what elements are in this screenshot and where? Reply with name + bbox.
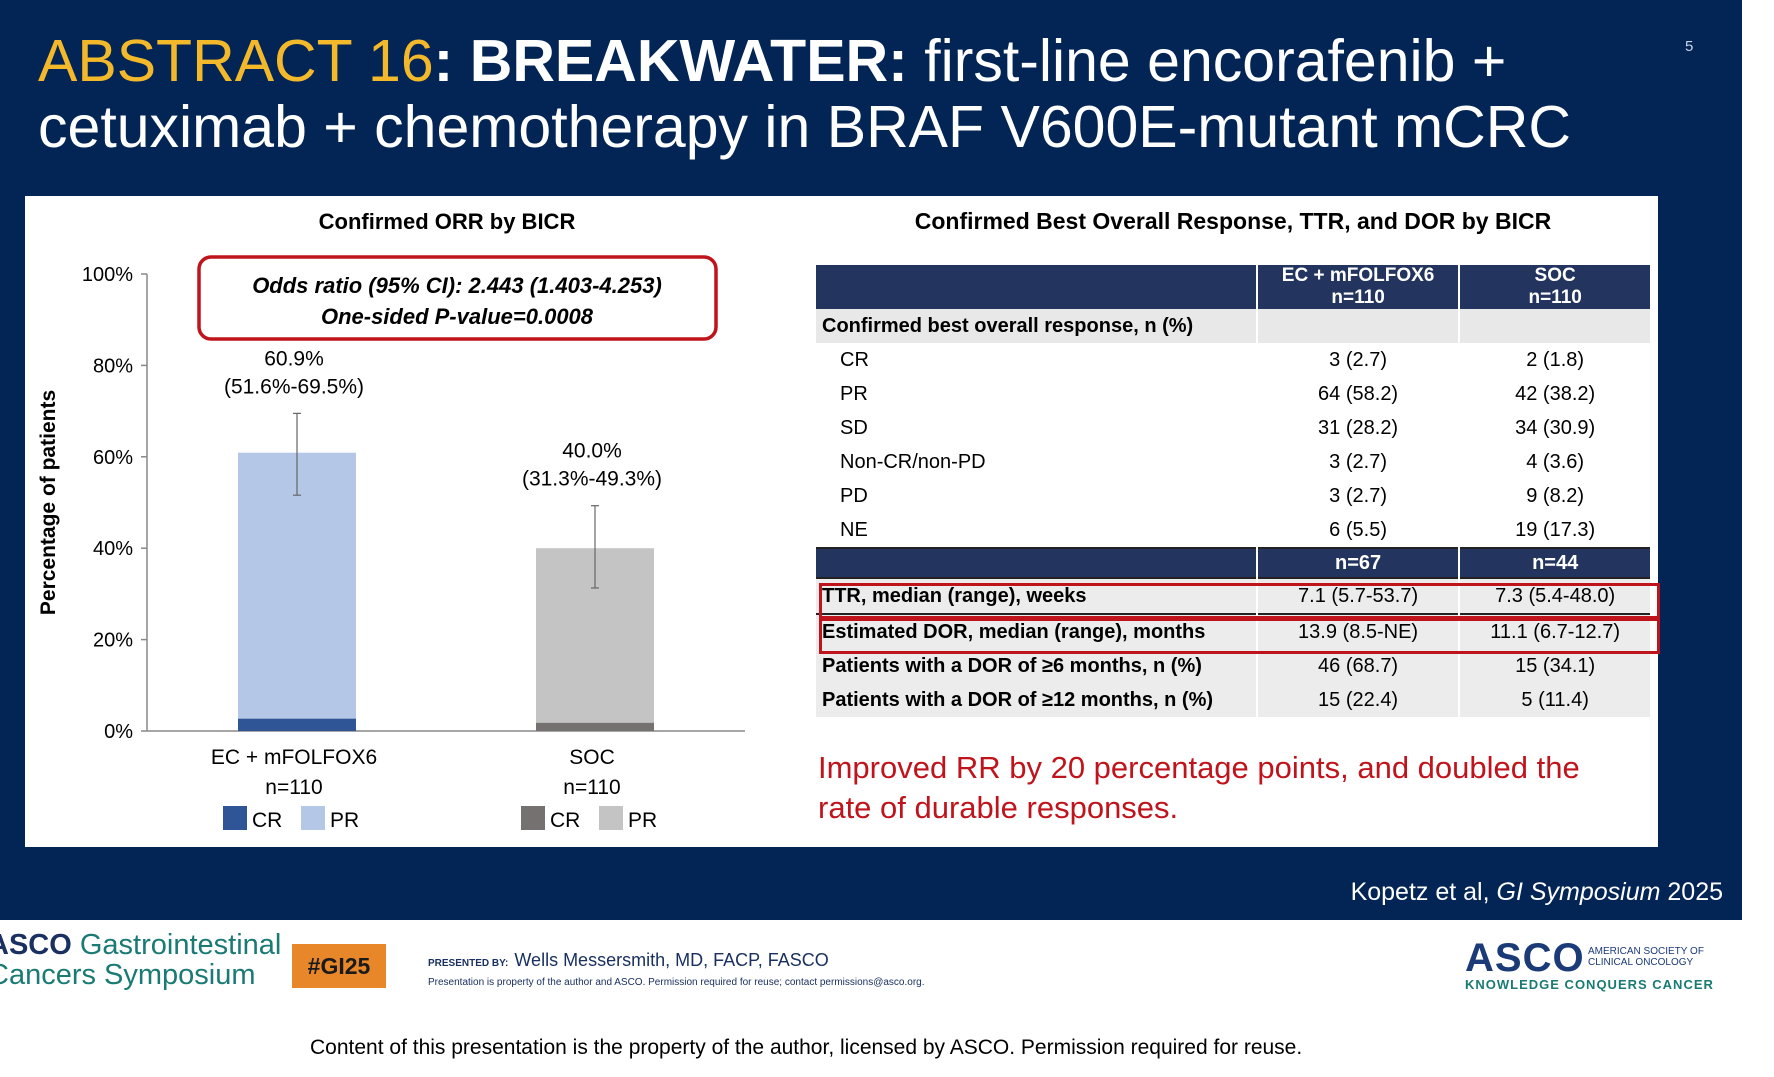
legend-cr-label: CR [550, 809, 580, 832]
odds-ratio-box [197, 255, 718, 341]
table-row: Non-CR/non-PD 3 (2.7) 4 (3.6) [816, 445, 1650, 479]
table-row-label: CR [840, 348, 869, 371]
table-row-b: 9 (8.2) [1458, 479, 1650, 513]
table-row: PD 3 (2.7) 9 (8.2) [816, 479, 1650, 513]
y-tick-label: 100% [82, 264, 133, 286]
y-tick-label: 60% [93, 447, 133, 469]
table-row-b: 2 (1.8) [1458, 343, 1650, 377]
table-row: CR 3 (2.7) 2 (1.8) [816, 343, 1650, 377]
x-category-label: SOC [569, 746, 615, 769]
table-row-label: Patients with a DOR of ≥12 months, n (%) [816, 683, 1257, 717]
bar-value-label: 40.0% [562, 440, 622, 463]
table-row-label: SD [840, 416, 868, 439]
table-row-a: 31 (28.2) [1255, 411, 1460, 445]
table-row-b: 4 (3.6) [1458, 445, 1650, 479]
title-abstract-number: ABSTRACT 16 [38, 28, 434, 94]
n-ec: n=67 [1255, 547, 1460, 578]
legend-pr-label: PR [330, 809, 359, 832]
content-panel: Confirmed ORR by BICR Percentage of patie… [25, 196, 1660, 847]
table-row-a: 46 (68.7) [1255, 649, 1460, 683]
table-row: Patients with a DOR of ≥12 months, n (%)… [816, 683, 1650, 717]
bar-cr-segment [536, 722, 654, 731]
bor-rows: CR 3 (2.7) 2 (1.8) PR 64 (58.2) 42 (38.2) SD 31… [816, 343, 1650, 548]
asco-tagline: KNOWLEDGE CONQUERS CANCER [1465, 977, 1714, 992]
header-empty [816, 265, 1257, 309]
table-row-label: PR [840, 382, 868, 405]
legend-cr-swatch [521, 806, 545, 830]
table-row: Patients with a DOR of ≥6 months, n (%) 4… [816, 649, 1650, 683]
highlight-box-dor12 [819, 616, 1660, 654]
table-n-row: n=67 n=44 [816, 547, 1650, 578]
presenter: PRESENTED BY: Wells Messersmith, MD, FACP… [428, 950, 829, 970]
orr-bar-chart: Confirmed ORR by BICR Percentage of patie… [37, 209, 745, 832]
right-margin [1742, 0, 1774, 1077]
table-row-a: 3 (2.7) [1255, 343, 1460, 377]
citation: Kopetz et al, GI Symposium 2025 [1350, 878, 1723, 906]
bar-pr-segment [238, 452, 356, 719]
asco-society-name: AMERICAN SOCIETY OF CLINICAL ONCOLOGY [1588, 946, 1704, 968]
table-row-label: NE [840, 518, 868, 541]
table-row-b: 34 (30.9) [1458, 411, 1650, 445]
table-row-a: 3 (2.7) [1255, 445, 1460, 479]
table-row-b: 15 (34.1) [1458, 649, 1650, 683]
table-row: PR 64 (58.2) 42 (38.2) [816, 377, 1650, 411]
n-soc: n=44 [1458, 547, 1650, 578]
table-row-label: PD [840, 484, 868, 507]
section-label: Confirmed best overall response, n (%) [816, 309, 1257, 343]
header-ec: EC + mFOLFOX6 n=110 [1255, 265, 1460, 309]
y-tick-label: 40% [93, 538, 133, 560]
asco-logo: ASCO [1465, 936, 1585, 980]
y-axis-label: Percentage of patients [37, 390, 60, 615]
title-trial-name: BREAKWATER: [469, 28, 908, 94]
odds-ratio-text: Odds ratio (95% CI): 2.443 (1.403-4.253) [252, 273, 662, 298]
title-separator: : [433, 28, 470, 94]
legend-pr-swatch [301, 806, 325, 830]
x-category-n: n=110 [563, 776, 620, 799]
bar-value-label: 60.9% [264, 347, 324, 370]
table-row-a: 3 (2.7) [1255, 479, 1460, 513]
p-value-text: One-sided P-value=0.0008 [321, 304, 594, 329]
bar-cr-segment [238, 718, 356, 731]
table-row-b: 42 (38.2) [1458, 377, 1650, 411]
hashtag-badge: #GI25 [292, 944, 386, 988]
conclusion-text: Improved RR by 20 percentage points, and… [818, 750, 1580, 825]
legend-pr-label: PR [628, 809, 657, 832]
legend-cr-label: CR [252, 809, 282, 832]
table-header-row: EC + mFOLFOX6 n=110 SOC n=110 [816, 265, 1650, 309]
copyright-notice: Content of this presentation is the prop… [310, 1036, 1303, 1059]
table-row-label: Patients with a DOR of ≥6 months, n (%) [816, 649, 1257, 683]
footer [0, 920, 1742, 1077]
legend-pr-swatch [599, 806, 623, 830]
x-category-n: n=110 [265, 776, 322, 799]
table-row: NE 6 (5.5) 19 (17.3) [816, 513, 1650, 548]
table-row-label: Non-CR/non-PD [840, 450, 986, 473]
chart-title: Confirmed ORR by BICR [319, 209, 576, 234]
y-tick-label: 20% [93, 630, 133, 652]
slide-title: ABSTRACT 16: BREAKWATER: first-line enco… [38, 28, 1638, 160]
highlight-box-dor6 [819, 583, 1660, 621]
table-section-row: Confirmed best overall response, n (%) [816, 309, 1650, 343]
y-tick-label: 0% [104, 721, 133, 743]
property-note: Presentation is property of the author a… [428, 977, 925, 988]
table-row-b: 19 (17.3) [1458, 513, 1650, 548]
title-description: first-line encorafenib + cetuximab + che… [38, 28, 1571, 160]
table-row-b: 5 (11.4) [1458, 683, 1650, 717]
x-category-label: EC + mFOLFOX6 [211, 746, 377, 769]
slide-number: 5 [1685, 38, 1694, 55]
table-row-a: 6 (5.5) [1255, 513, 1460, 548]
legend-cr-swatch [223, 806, 247, 830]
table-row: SD 31 (28.2) 34 (30.9) [816, 411, 1650, 445]
table-row-a: 15 (22.4) [1255, 683, 1460, 717]
table-row-a: 64 (58.2) [1255, 377, 1460, 411]
bar-ci-label: (31.3%-49.3%) [522, 468, 662, 491]
table-title: Confirmed Best Overall Response, TTR, an… [914, 208, 1552, 234]
header-soc: SOC n=110 [1458, 265, 1650, 309]
bar-ci-label: (51.6%-69.5%) [224, 375, 364, 398]
y-tick-label: 80% [93, 355, 133, 377]
